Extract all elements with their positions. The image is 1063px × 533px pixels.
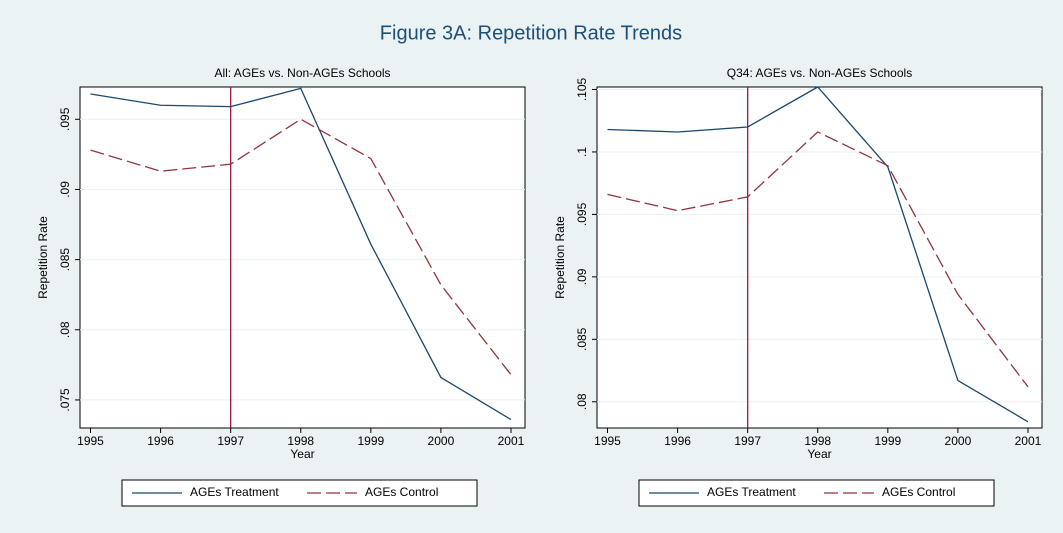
plot-area: [79, 86, 526, 429]
x-tick-label: 1998: [287, 434, 314, 448]
x-tick-label: 1995: [594, 434, 621, 448]
x-tick-label: 1996: [147, 434, 174, 448]
y-axis-label: Repetition Rate: [36, 216, 50, 299]
x-tick-label: 1999: [357, 434, 384, 448]
x-tick-label: 1998: [804, 434, 831, 448]
x-axis-label: Year: [807, 447, 831, 461]
chart-title: All: AGEs vs. Non-AGEs Schools: [214, 66, 390, 80]
y-axis-label: Repetition Rate: [553, 216, 567, 299]
y-tick-label: .095: [58, 107, 72, 131]
y-tick-label: .09: [58, 181, 72, 198]
y-tick-label: .085: [575, 327, 589, 351]
y-tick-label: .095: [575, 202, 589, 226]
figure-title: Figure 3A: Repetition Rate Trends: [380, 22, 682, 44]
x-tick-label: 1997: [734, 434, 761, 448]
chart-title: Q34: AGEs vs. Non-AGEs Schools: [727, 66, 912, 80]
legend-label: AGEs Treatment: [707, 485, 796, 499]
y-tick-label: .085: [58, 248, 72, 272]
series-line: [607, 131, 1029, 388]
legend-label: AGEs Treatment: [190, 485, 279, 499]
x-tick-label: 1995: [77, 434, 104, 448]
x-tick-label: 1997: [217, 434, 244, 448]
legend-label: AGEs Control: [882, 485, 955, 499]
legend-label: AGEs Control: [365, 485, 438, 499]
x-tick-label: 2001: [498, 434, 525, 448]
y-tick-label: .08: [575, 393, 589, 410]
y-tick-label: .09: [575, 268, 589, 285]
x-tick-label: 1996: [664, 434, 691, 448]
x-tick-label: 2000: [945, 434, 972, 448]
x-tick-label: 1999: [874, 434, 901, 448]
y-tick-label: .075: [58, 388, 72, 412]
y-tick-label: .08: [58, 321, 72, 338]
series-line: [607, 86, 1029, 423]
x-tick-label: 2000: [428, 434, 455, 448]
y-tick-label: .105: [575, 77, 589, 101]
y-tick-label: .1: [575, 147, 589, 157]
x-axis-label: Year: [290, 447, 314, 461]
x-tick-label: 2001: [1015, 434, 1042, 448]
series-line: [90, 87, 512, 421]
plot-area: [596, 86, 1043, 429]
